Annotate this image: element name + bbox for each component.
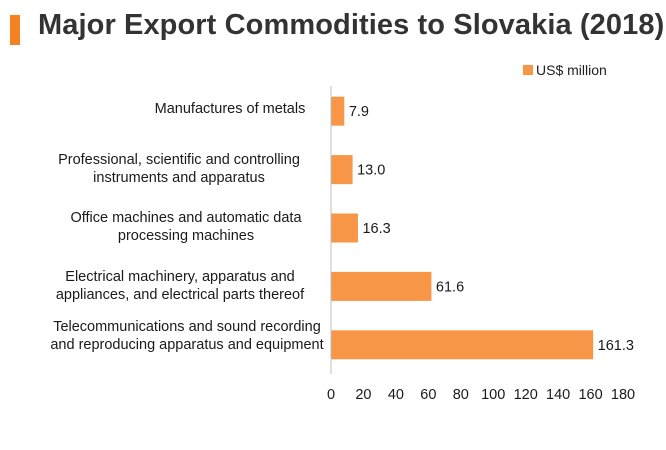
legend-swatch (523, 65, 533, 75)
x-tick-label-1: 20 (355, 387, 371, 403)
data-label-0: 7.9 (349, 104, 369, 120)
bar-4 (331, 330, 594, 360)
bar-1 (331, 155, 353, 185)
data-label-4: 161.3 (598, 338, 634, 354)
category-label-4: Telecommunications and sound recording a… (50, 319, 324, 353)
category-label-0: Manufactures of metals (154, 101, 306, 117)
x-tick-label-5: 100 (481, 387, 505, 403)
x-tick-label-0: 0 (327, 387, 335, 403)
x-tick-label-7: 140 (546, 387, 570, 403)
legend: US$ million (523, 62, 607, 78)
category-label-1: Professional, scientific and controlling… (58, 152, 300, 186)
data-label-3: 61.6 (436, 279, 464, 295)
category-label-3: Electrical machinery, apparatus and appl… (55, 269, 305, 303)
title-accent-bar (10, 15, 20, 45)
x-tick-label-3: 60 (420, 387, 436, 403)
bar-0 (331, 96, 345, 126)
x-tick-label-8: 160 (578, 387, 602, 403)
x-tick-label-2: 40 (388, 387, 404, 403)
x-tick-label-4: 80 (453, 387, 469, 403)
category-label-2: Office machines and automatic data proce… (70, 210, 302, 244)
chart-title: Major Export Commodities to Slovakia (20… (38, 9, 665, 41)
data-label-1: 13.0 (357, 163, 385, 179)
bar-2 (331, 213, 358, 243)
x-tick-label-6: 120 (514, 387, 538, 403)
legend-label: US$ million (536, 62, 607, 78)
data-label-2: 16.3 (362, 221, 390, 237)
bar-3 (331, 271, 432, 301)
x-tick-label-9: 180 (611, 387, 635, 403)
